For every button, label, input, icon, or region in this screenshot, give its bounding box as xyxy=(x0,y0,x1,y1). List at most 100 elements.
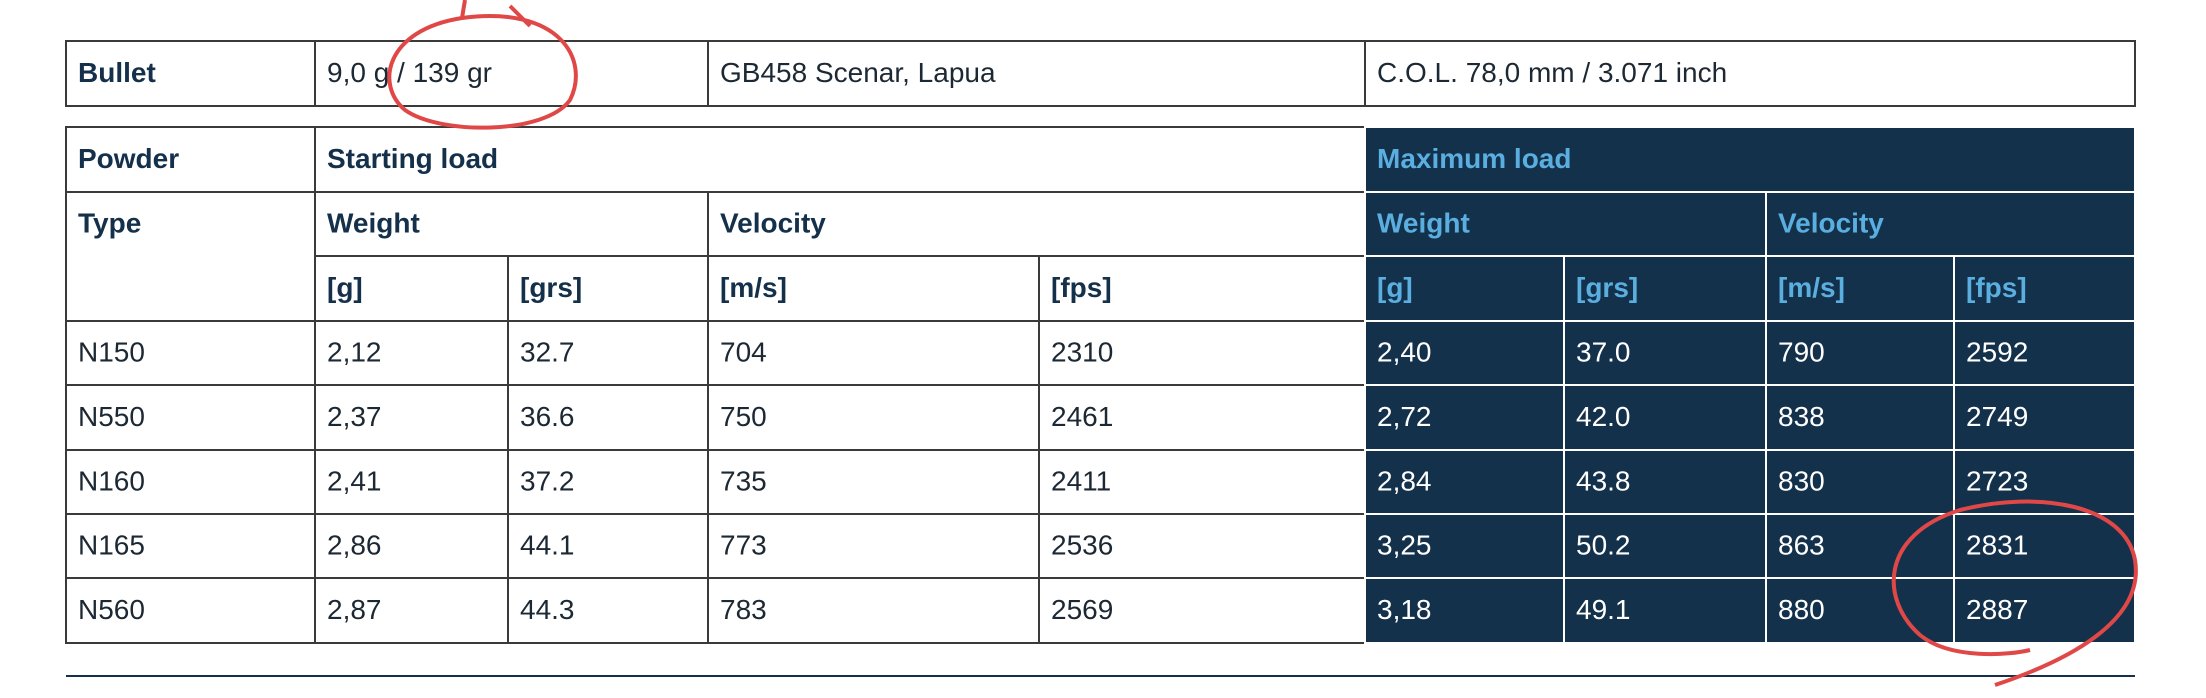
cell-text: 2,72 xyxy=(1377,401,1432,432)
cell-text: Maximum load xyxy=(1377,143,1571,174)
cell-text: N150 xyxy=(78,336,145,367)
cell-text: 37.0 xyxy=(1576,336,1631,367)
table-cell xyxy=(314,513,509,579)
table-cell xyxy=(314,449,509,515)
cell-text: Velocity xyxy=(1778,207,1884,238)
cell-text: 2831 xyxy=(1966,529,2028,560)
table-cell xyxy=(1038,577,1366,644)
cell-text: 2,41 xyxy=(327,465,382,496)
cell-text: 2,12 xyxy=(327,336,382,367)
cell-text: 2461 xyxy=(1051,401,1113,432)
cell-text: 42.0 xyxy=(1576,401,1631,432)
cell-text: 36.6 xyxy=(520,401,575,432)
table-cell xyxy=(707,191,1366,257)
cell-text: 750 xyxy=(720,401,767,432)
cell-text: 37.2 xyxy=(520,465,575,496)
table-cell xyxy=(1038,449,1366,515)
cell-text: [fps] xyxy=(1966,272,2027,303)
table-cell xyxy=(1563,384,1767,451)
cell-text: 2887 xyxy=(1966,594,2028,625)
table-cell xyxy=(65,513,316,579)
cell-text: 50.2 xyxy=(1576,529,1631,560)
cell-text: Weight xyxy=(1377,207,1470,238)
table-cell xyxy=(1953,320,2136,386)
cell-text: Bullet xyxy=(78,57,156,88)
table-cell xyxy=(1364,513,1565,579)
cell-text: 2592 xyxy=(1966,336,2028,367)
table-cell xyxy=(1563,320,1767,386)
cell-text: 704 xyxy=(720,336,767,367)
table-cell xyxy=(707,513,1040,579)
cell-text: 2,37 xyxy=(327,401,382,432)
cell-text: 2,87 xyxy=(327,594,382,625)
table-cell xyxy=(1364,577,1565,644)
table-cell xyxy=(1563,255,1767,322)
cell-text: [m/s] xyxy=(1778,272,1845,303)
cell-text: N560 xyxy=(78,594,145,625)
table-cell xyxy=(1765,384,1955,451)
cell-text: 790 xyxy=(1778,336,1825,367)
cell-text: 2749 xyxy=(1966,401,2028,432)
cell-text: [grs] xyxy=(520,272,582,303)
cell-text: 43.8 xyxy=(1576,465,1631,496)
table-cell xyxy=(1364,255,1565,322)
cell-text: 2723 xyxy=(1966,465,2028,496)
cell-text: [grs] xyxy=(1576,272,1638,303)
table-cell xyxy=(65,40,316,107)
cell-text: N550 xyxy=(78,401,145,432)
cell-text: [g] xyxy=(1377,272,1413,303)
table-cell xyxy=(1765,449,1955,515)
table-cell xyxy=(1563,513,1767,579)
cell-text: C.O.L. 78,0 mm / 3.071 inch xyxy=(1377,57,1727,88)
cell-text: 3,18 xyxy=(1377,594,1432,625)
cell-text: 44.1 xyxy=(520,529,575,560)
table-cell xyxy=(1765,191,2136,257)
cell-text: 2569 xyxy=(1051,594,1113,625)
cell-text: 838 xyxy=(1778,401,1825,432)
cell-text: 863 xyxy=(1778,529,1825,560)
table-cell xyxy=(507,255,709,322)
table-cell xyxy=(314,320,509,386)
table-cell xyxy=(1364,40,2136,107)
cell-text: 735 xyxy=(720,465,767,496)
table-cell xyxy=(1765,320,1955,386)
cell-text: 2,86 xyxy=(327,529,382,560)
cell-text: 49.1 xyxy=(1576,594,1631,625)
cell-text: [g] xyxy=(327,272,363,303)
cell-text: GB458 Scenar, Lapua xyxy=(720,57,996,88)
cell-text: 3,25 xyxy=(1377,529,1432,560)
cell-text: Powder xyxy=(78,143,179,174)
cell-text: 880 xyxy=(1778,594,1825,625)
cell-text: Type xyxy=(78,207,141,238)
cell-text: N160 xyxy=(78,465,145,496)
table-cell xyxy=(707,449,1040,515)
table-cell xyxy=(707,577,1040,644)
cell-text: 9,0 g / 139 gr xyxy=(327,57,492,88)
cell-text: 773 xyxy=(720,529,767,560)
table-cell xyxy=(507,320,709,386)
table-cell xyxy=(707,40,1366,107)
table-cell xyxy=(65,449,316,515)
table-cell xyxy=(1038,255,1366,322)
cell-text: 32.7 xyxy=(520,336,575,367)
table-cell xyxy=(314,384,509,451)
table-cell xyxy=(1038,320,1366,386)
cell-text: [fps] xyxy=(1051,272,1112,303)
cell-text: 2,40 xyxy=(1377,336,1432,367)
table-cell xyxy=(507,513,709,579)
cell-text: [m/s] xyxy=(720,272,787,303)
cell-text: 2536 xyxy=(1051,529,1113,560)
cell-text: 2310 xyxy=(1051,336,1113,367)
table-cell xyxy=(314,126,1366,193)
table-cell xyxy=(65,577,316,644)
cell-text: 830 xyxy=(1778,465,1825,496)
cell-text: 2411 xyxy=(1051,465,1111,496)
cell-text: 44.3 xyxy=(520,594,575,625)
table-cell xyxy=(1563,449,1767,515)
cell-text: Weight xyxy=(327,207,420,238)
cell-text: 2,84 xyxy=(1377,465,1432,496)
cell-text: Starting load xyxy=(327,143,498,174)
cell-text: Velocity xyxy=(720,207,826,238)
